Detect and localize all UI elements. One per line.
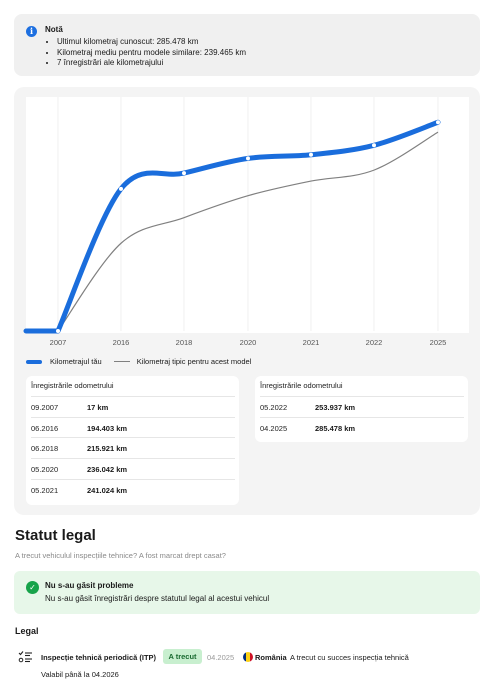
- alert-text: Nu s-au găsit înregistrări despre statut…: [45, 594, 270, 603]
- odometer-value: 236.042 km: [87, 465, 128, 474]
- info-icon: i: [26, 26, 37, 37]
- data-point: [372, 143, 376, 148]
- legal-item-name: Inspecție tehnică periodică (ITP): [41, 653, 157, 662]
- odometer-table-header: Înregistrările odometrului: [260, 381, 343, 390]
- no-problems-alert: ✓ Nu s-au găsit probleme Nu s-au găsit î…: [14, 571, 480, 614]
- odometer-date: 06.2018: [31, 444, 59, 453]
- odometer-table-header: Înregistrările odometrului: [31, 381, 114, 390]
- note-list: Ultimul kilometraj cunoscut: 285.478 km …: [57, 37, 246, 69]
- alert-title: Nu s-au găsit probleme: [45, 581, 134, 590]
- check-icon: ✓: [26, 581, 39, 594]
- odometer-value: 253.937 km: [315, 403, 356, 412]
- odometer-date: 05.2020: [31, 465, 59, 474]
- legal-item-itp[interactable]: Inspecție tehnică periodică (ITP) A trec…: [15, 649, 485, 683]
- odometer-date: 05.2022: [260, 403, 288, 412]
- legal-item-validity: Valabil până la 04.2026: [41, 670, 119, 679]
- romania-flag-icon: [243, 652, 253, 662]
- checklist-icon: [18, 651, 32, 663]
- legend-swatch-typical: [113, 360, 130, 363]
- section-title: Statut legal: [15, 527, 96, 544]
- x-tick-label: 2022: [366, 338, 383, 347]
- legal-item-date: 04.2025: [207, 653, 235, 662]
- x-tick-label: 2007: [50, 338, 67, 347]
- data-point: [56, 328, 60, 333]
- odometer-value: 215.921 km: [87, 444, 128, 453]
- legal-heading: Legal: [15, 626, 39, 636]
- odometer-date: 05.2021: [31, 486, 59, 495]
- odometer-date: 06.2016: [31, 424, 59, 433]
- x-tick-label: 2018: [176, 338, 193, 347]
- legal-item-country: România: [255, 653, 287, 662]
- table-row: 09.2007 17 km: [31, 396, 235, 416]
- legend-label-typical: Kilometraj tipic pentru acest model: [136, 357, 252, 366]
- x-tick-label: 2016: [113, 338, 130, 347]
- odometer-date: 04.2025: [260, 424, 288, 433]
- note-title: Notă: [45, 25, 63, 34]
- table-row: 05.2021 241.024 km: [31, 479, 235, 499]
- note-item: 7 înregistrări ale kilometrajului: [57, 58, 246, 69]
- table-row: 05.2022 253.937 km: [260, 396, 464, 416]
- odometer-value: 285.478 km: [315, 424, 356, 433]
- odometer-date: 09.2007: [31, 403, 59, 412]
- chart-legend: Kilometrajul tău Kilometraj tipic pentru…: [26, 357, 251, 366]
- legend-swatch-yours: [26, 359, 42, 364]
- table-row: 06.2016 194.403 km: [31, 417, 235, 437]
- odometer-value: 17 km: [87, 403, 109, 412]
- data-point: [309, 152, 313, 157]
- x-tick-label: 2021: [303, 338, 320, 347]
- note-box: i Notă Ultimul kilometraj cunoscut: 285.…: [14, 14, 480, 76]
- section-subtitle: A trecut vehiculul inspecțiile tehnice? …: [15, 551, 226, 560]
- odometer-value: 194.403 km: [87, 424, 128, 433]
- note-item: Ultimul kilometraj cunoscut: 285.478 km: [57, 37, 246, 48]
- data-point: [246, 156, 250, 161]
- status-badge: A trecut: [163, 649, 202, 664]
- x-tick-label: 2020: [240, 338, 257, 347]
- legend-label-yours: Kilometrajul tău: [50, 357, 102, 366]
- series-line-yours: [23, 119, 441, 334]
- table-row: 06.2018 215.921 km: [31, 437, 235, 457]
- odometer-value: 241.024 km: [87, 486, 128, 495]
- table-row: 05.2020 236.042 km: [31, 458, 235, 478]
- x-tick-label: 2025: [430, 338, 447, 347]
- legal-item-description: A trecut cu succes inspecția tehnică: [290, 653, 409, 662]
- data-point: [436, 120, 440, 125]
- odometer-table-right: Înregistrările odometrului 05.2022 253.9…: [255, 376, 468, 442]
- data-point: [119, 186, 123, 191]
- note-item: Kilometraj mediu pentru modele similare:…: [57, 48, 246, 59]
- data-point: [182, 171, 186, 176]
- odometer-table-left: Înregistrările odometrului 09.2007 17 km…: [26, 376, 239, 505]
- series-line-typical: [26, 131, 439, 332]
- table-row: 04.2025 285.478 km: [260, 417, 464, 437]
